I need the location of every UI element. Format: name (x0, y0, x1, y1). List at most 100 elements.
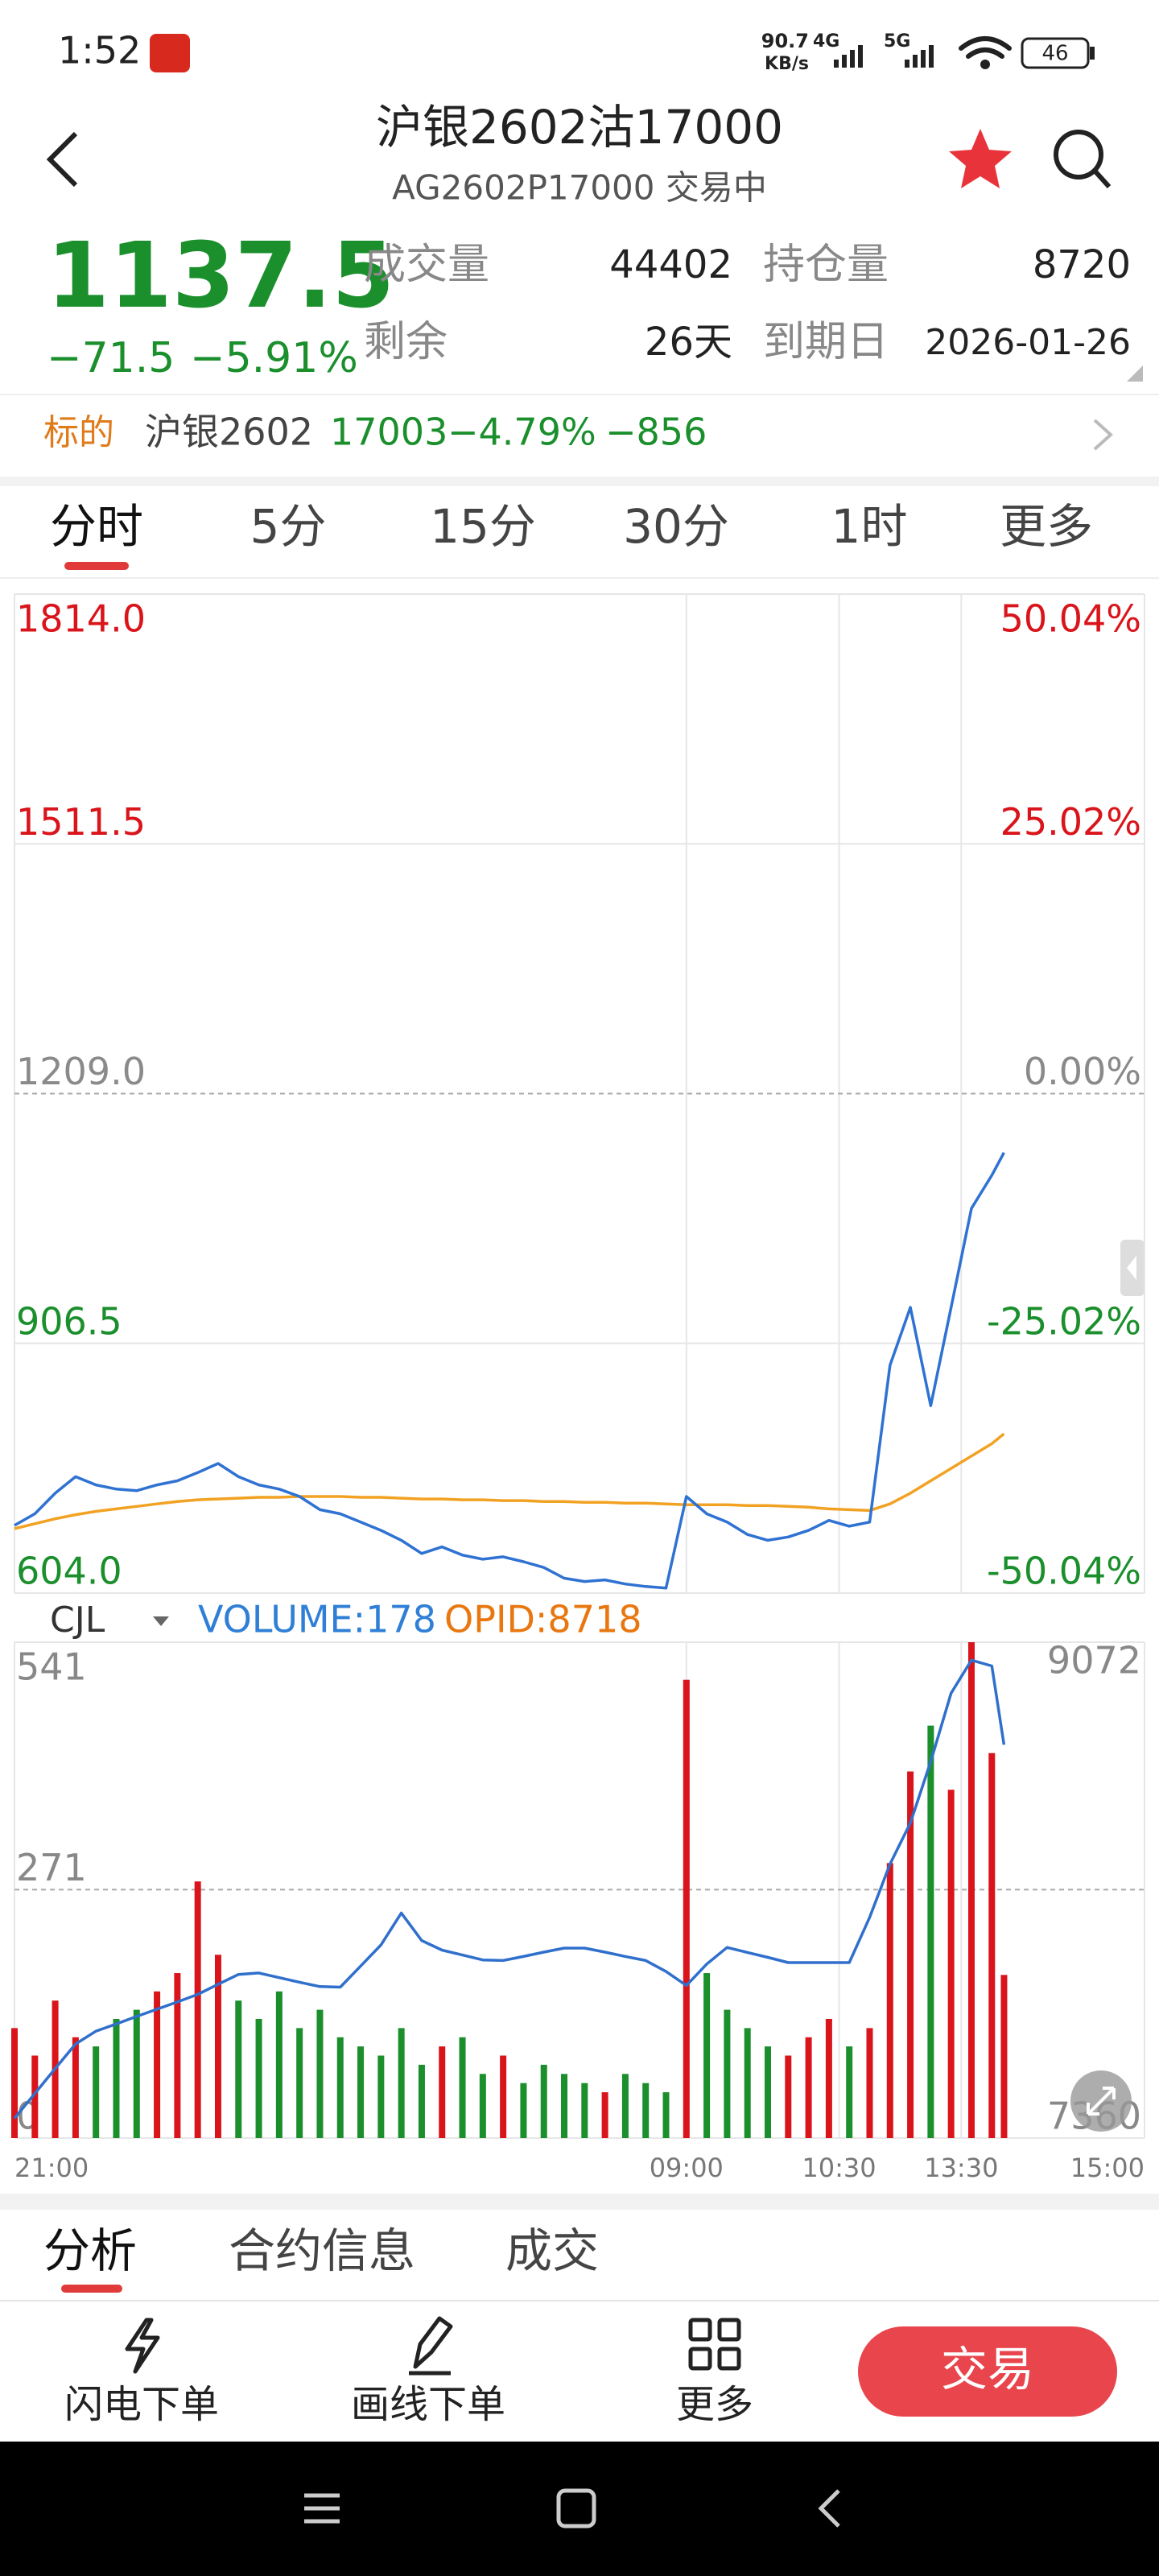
bottom-tab[interactable]: 合约信息 (229, 2223, 415, 2278)
y-tick-label: 604.0 (16, 1550, 122, 1593)
volume-bar (500, 2055, 507, 2138)
y2-tick-label: -50.04% (987, 1550, 1141, 1593)
expiry-value: 2026-01-26 (925, 322, 1131, 363)
separator (0, 477, 1159, 486)
volume-bar (581, 2083, 588, 2138)
volume-bar (601, 2092, 608, 2138)
oi-value: 8720 (1033, 242, 1131, 287)
volume-bar (31, 2055, 39, 2138)
toolbar-label[interactable]: 更多 (676, 2382, 753, 2427)
volume-bar (785, 2055, 792, 2138)
last-price: 1137.5 (47, 224, 394, 328)
back-button[interactable] (46, 131, 78, 188)
x-tick-label: 10:30 (802, 2153, 876, 2183)
y-tick-label: 1511.5 (16, 800, 146, 844)
oi-label: 持仓量 (763, 241, 889, 289)
volume-bar (927, 1725, 934, 2138)
volume-bar (93, 2046, 100, 2138)
title: 沪银2602沽17000 (376, 100, 783, 155)
nav-home[interactable] (556, 2488, 596, 2529)
period-tab[interactable]: 分时 (50, 499, 143, 554)
volume-bar (967, 1642, 975, 2138)
volume-bar (724, 2009, 731, 2138)
volume-bar (113, 2018, 120, 2138)
sim2-type: 5G (884, 31, 910, 52)
y-tick-label: 1209.0 (16, 1050, 146, 1093)
series-line (14, 1151, 1005, 1590)
volume-value: 44402 (609, 242, 732, 287)
indicator-select[interactable]: CJL (50, 1600, 105, 1641)
volume-bar (439, 2046, 446, 2138)
volume-bar (886, 1863, 893, 2138)
sim1-type: 4G (813, 31, 839, 52)
tab-indicator (64, 562, 129, 570)
volume-bar (235, 2000, 242, 2138)
volume-bar (907, 1771, 914, 2138)
volume-bar (418, 2064, 425, 2138)
legend-entry: VOLUME:178 (198, 1598, 436, 1641)
tab-indicator (61, 2285, 122, 2293)
x-tick-label: 09:00 (650, 2153, 724, 2183)
trade-button-label[interactable]: 交易 (941, 2342, 1034, 2396)
volume-bar (479, 2074, 486, 2138)
volume-bar (744, 2028, 751, 2138)
nav-back[interactable] (818, 2489, 840, 2528)
period-tab[interactable]: 30分 (623, 499, 729, 554)
price-change-pct: −5.91% (190, 334, 358, 382)
series-line (13, 1658, 1006, 2120)
volume-bar (662, 2092, 670, 2138)
net-unit: KB/s (765, 54, 809, 74)
x-tick-label: 15:00 (1070, 2153, 1145, 2183)
volume-bar (255, 2018, 262, 2138)
bottom-tab[interactable]: 分析 (43, 2223, 137, 2278)
legend-entry: OPID:8718 (444, 1598, 642, 1641)
volume-bar (703, 1973, 711, 2138)
volume-bar (316, 2009, 324, 2138)
period-tab[interactable]: 更多 (1000, 499, 1093, 554)
y-tick-label: 541 (16, 1645, 87, 1689)
battery (1021, 37, 1090, 69)
volume-bar (866, 2028, 873, 2138)
net-speed: 90.7 (761, 30, 809, 52)
volume-bar (377, 2055, 385, 2138)
corner-mark (1127, 365, 1143, 382)
toolbar-label[interactable]: 闪电下单 (64, 2382, 219, 2427)
nav-bar (0, 2442, 1159, 2576)
toolbar-label[interactable]: 画线下单 (351, 2382, 505, 2427)
volume-bar (296, 2028, 303, 2138)
underlying-price: 17003 (330, 411, 448, 454)
y-tick-label: 906.5 (16, 1299, 122, 1343)
bottom-tab[interactable]: 成交 (505, 2223, 599, 2278)
volume-bar (154, 1991, 161, 2138)
volume-bar (214, 1955, 221, 2138)
underlying-change-pct: −4.79% (448, 411, 596, 454)
trade-button[interactable] (858, 2326, 1117, 2417)
volume-bar (398, 2028, 405, 2138)
bottom-tabs: 分析 合约信息 成交 (43, 2223, 599, 2293)
favorite-star[interactable] (949, 129, 1012, 188)
x-tick-label: 21:00 (14, 2153, 89, 2183)
underlying-label: 标的 (43, 412, 114, 453)
period-tab[interactable]: 5分 (250, 499, 327, 554)
status-time: 1:52 (58, 29, 141, 72)
underlying-arrow[interactable] (1093, 419, 1113, 451)
wifi-icon (959, 36, 1012, 69)
toolbar: 闪电下单 画线下单 更多 (64, 2382, 753, 2427)
period-tab[interactable]: 1时 (831, 499, 908, 554)
volume-bar (133, 2009, 140, 2138)
underlying-change: −856 (605, 411, 707, 454)
search-button[interactable] (1054, 130, 1112, 189)
nav-menu[interactable] (304, 2493, 340, 2524)
signal-2 (905, 45, 934, 68)
expiry-label: 到期日 (763, 318, 889, 366)
period-tab[interactable]: 15分 (430, 499, 536, 554)
volume-bar (825, 2018, 832, 2138)
volume-bar (846, 2046, 853, 2138)
draw-order-icon (409, 2316, 453, 2376)
indicator-dropdown[interactable] (153, 1616, 169, 1626)
volume-bar (621, 2074, 629, 2138)
volume-label: 成交量 (364, 241, 489, 289)
subtitle: AG2602P17000 交易中 (392, 168, 767, 208)
